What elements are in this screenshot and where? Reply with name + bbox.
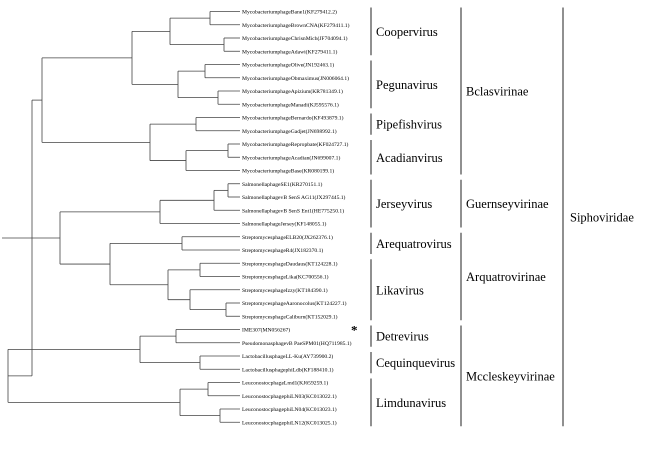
leaf-label: MycobacteriumphageApizium(KR781349.1) [242,88,343,95]
genus-label: Coopervirus [376,25,438,39]
leaf-label: LactobacillusphageLL-Ku(AY739900.2) [242,353,333,360]
leaf-label: LeuconostocphagephiLN04(KC013023.1) [242,406,337,413]
leaf-label: StreptomycesphageIzzy(KT184390.1) [242,287,328,294]
leaf-label: StreptomycesphageR4(JX182370.1) [242,247,323,254]
subfamily-label: Guernseyvirinae [466,197,549,211]
leaf-label: SalmonellaphagevB SenS AG11(JX297445.1) [242,194,346,201]
genus-label: Acadianvirus [376,151,443,165]
leaf-label: MycobacteriumphageBernardo(KF493879.1) [242,115,344,122]
leaf-label: MycobacteriumphageObmaximus(JN006064.1) [242,75,349,82]
leaf-label: MycobacteriumphageAcadian(JN699007.1) [242,154,340,161]
leaf-label: MycobacteriumphageBase(KR080199.1) [242,168,334,175]
subfamily-label: Arquatrovirinae [466,270,546,284]
genus-label: Arequatrovirus [376,237,452,251]
genus-label: Jerseyvirus [376,197,432,211]
leaf-label: StreptomycesphageDaudaus(KT124228.1) [242,260,338,267]
leaf-label: MycobacteriumphageRepropbate(KF024727.1) [242,141,349,148]
leaf-label: StreptomycesphageELB20(JX262376.1) [242,234,333,241]
subfamily-label: Mccleskeyvirinae [466,369,555,383]
leaf-label: MycobacteriumphageBrownCNA(KF279411.1) [242,22,350,29]
tree-branches [2,11,240,423]
leaf-label: SalmonellaphagevB SenS Ent1(HE775250.1) [242,207,344,214]
leaf-labels: MycobacteriumphageBane1(KF279412.2) Mycob… [242,9,358,427]
subfamily-brackets: Bclasvirinae Guernseyvirinae Arquatrovirin… [460,7,555,427]
subfamily-label: Bclasvirinae [466,85,529,99]
leaf-label: PseudomonasphagevB PaeSPM01(HQ711985.1) [242,340,352,347]
leaf-label: MycobacteriumphageAdawi(KF279411.1) [242,48,337,55]
leaf-label: SalmonellaphageJersey(KF148055.1) [242,221,326,228]
leaf-label: MycobacteriumphageOlive(JN192463.1) [242,62,334,69]
leaf-label: LactobacillusphagephiLdb(KF188410.1) [242,366,334,373]
genus-brackets: Coopervirus Pegunavirus Pipefishvirus Acadi… [370,7,455,427]
leaf-label: StreptomycesphageAaronocolus(KT124227.1) [242,300,347,307]
leaf-label: IME307(MN056267) [242,327,290,334]
leaf-label: MycobacteriumphageGadjet(JN698992.1) [242,128,337,135]
leaf-label: LeuconostocphageLmd1(KJ659259.1) [242,380,328,387]
genus-label: Likavirus [376,283,424,297]
family-bracket: Siphoviridae [562,7,634,427]
leaf-label: StreptomycesphageLika(KC700556.1) [242,274,329,281]
leaf-label: MycobacteriumphageChrisnMich(JF704094.1) [242,35,348,42]
genus-label: Pipefishvirus [376,118,442,132]
family-label: Siphoviridae [570,210,634,224]
genus-label: Cequinquevirus [376,356,455,370]
leaf-label: MycobacteriumphageManadi(KJ595576.1) [242,101,339,108]
highlight-star-marker: * [351,323,358,338]
genus-label: Pegunavirus [376,78,438,92]
genus-label: Limdunavirus [376,396,446,410]
leaf-label: MycobacteriumphageBane1(KF279412.2) [242,9,337,16]
leaf-label: StreptomycesphageCaliburn(KT152029.1) [242,313,338,320]
leaf-label: LeuconostocphagephiLN12(KC013025.1) [242,419,337,426]
leaf-label: SalmonellaphageSE1(KR270151.1) [242,181,322,188]
leaf-label: LeuconostocphagephiLN03(KC013022.1) [242,393,337,400]
genus-label: Detrevirus [376,330,429,344]
